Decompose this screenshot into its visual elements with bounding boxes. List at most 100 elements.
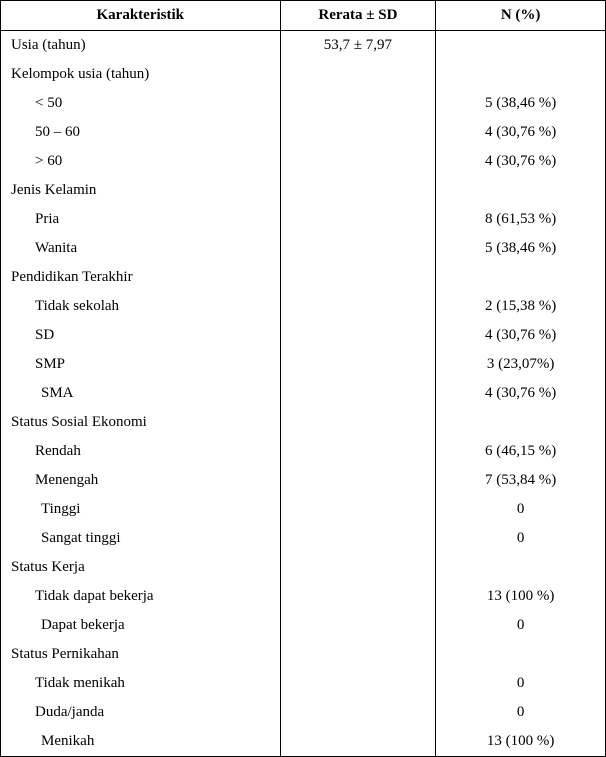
table-row: Tinggi0 — [1, 495, 606, 524]
cell-karakteristik: SMP — [1, 350, 281, 379]
cell-n-pct: 7 (53,84 %) — [436, 466, 606, 495]
cell-karakteristik: Usia (tahun) — [1, 31, 281, 61]
cell-n-pct — [436, 31, 606, 61]
cell-rerata-sd — [280, 727, 436, 757]
cell-karakteristik: Menikah — [1, 727, 281, 757]
cell-karakteristik: Tidak menikah — [1, 669, 281, 698]
cell-rerata-sd — [280, 408, 436, 437]
cell-rerata-sd — [280, 89, 436, 118]
cell-rerata-sd — [280, 553, 436, 582]
table-row: SMA 4 (30,76 %) — [1, 379, 606, 408]
cell-n-pct: 3 (23,07%) — [436, 350, 606, 379]
cell-rerata-sd — [280, 466, 436, 495]
table-header-row: Karakteristik Rerata ± SD N (%) — [1, 1, 606, 31]
cell-karakteristik: < 50 — [1, 89, 281, 118]
cell-karakteristik: Rendah — [1, 437, 281, 466]
cell-rerata-sd — [280, 234, 436, 263]
table-row: Duda/janda 0 — [1, 698, 606, 727]
table-body: Usia (tahun)53,7 ± 7,97Kelompok usia (ta… — [1, 31, 606, 757]
cell-karakteristik: Status Sosial Ekonomi — [1, 408, 281, 437]
cell-n-pct: 4 (30,76 %) — [436, 321, 606, 350]
table-row: Tidak dapat bekerja 13 (100 %) — [1, 582, 606, 611]
cell-karakteristik: Wanita — [1, 234, 281, 263]
table-row: 50 – 60 4 (30,76 %) — [1, 118, 606, 147]
cell-rerata-sd — [280, 350, 436, 379]
cell-rerata-sd — [280, 669, 436, 698]
header-n-pct: N (%) — [436, 1, 606, 31]
cell-rerata-sd — [280, 611, 436, 640]
cell-n-pct — [436, 263, 606, 292]
cell-n-pct: 8 (61,53 %) — [436, 205, 606, 234]
cell-rerata-sd: 53,7 ± 7,97 — [280, 31, 436, 61]
header-karakteristik: Karakteristik — [1, 1, 281, 31]
cell-karakteristik: Jenis Kelamin — [1, 176, 281, 205]
cell-karakteristik: Tidak dapat bekerja — [1, 582, 281, 611]
table-row: Tidak sekolah 2 (15,38 %) — [1, 292, 606, 321]
cell-karakteristik: Duda/janda — [1, 698, 281, 727]
cell-n-pct: 0 — [436, 611, 606, 640]
cell-n-pct: 5 (38,46 %) — [436, 89, 606, 118]
table-row: Wanita 5 (38,46 %) — [1, 234, 606, 263]
cell-n-pct — [436, 60, 606, 89]
table-row: Tidak menikah 0 — [1, 669, 606, 698]
cell-rerata-sd — [280, 205, 436, 234]
table-row: < 50 5 (38,46 %) — [1, 89, 606, 118]
table-row: Pria 8 (61,53 %) — [1, 205, 606, 234]
cell-karakteristik: Status Kerja — [1, 553, 281, 582]
table-row: Jenis Kelamin — [1, 176, 606, 205]
table-row: Pendidikan Terakhir — [1, 263, 606, 292]
cell-karakteristik: Tidak sekolah — [1, 292, 281, 321]
cell-rerata-sd — [280, 321, 436, 350]
cell-rerata-sd — [280, 495, 436, 524]
table-row: SD 4 (30,76 %) — [1, 321, 606, 350]
cell-n-pct: 0 — [436, 524, 606, 553]
cell-karakteristik: 50 – 60 — [1, 118, 281, 147]
cell-n-pct — [436, 408, 606, 437]
table-row: SMP 3 (23,07%) — [1, 350, 606, 379]
cell-karakteristik: Pria — [1, 205, 281, 234]
table-row: Dapat bekerja 0 — [1, 611, 606, 640]
table-row: Menikah 13 (100 %) — [1, 727, 606, 757]
cell-karakteristik: Sangat tinggi — [1, 524, 281, 553]
cell-n-pct: 0 — [436, 698, 606, 727]
cell-rerata-sd — [280, 640, 436, 669]
characteristics-table: Karakteristik Rerata ± SD N (%) Usia (ta… — [0, 0, 606, 757]
cell-n-pct: 6 (46,15 %) — [436, 437, 606, 466]
cell-rerata-sd — [280, 698, 436, 727]
cell-n-pct — [436, 176, 606, 205]
table-row: Menengah7 (53,84 %) — [1, 466, 606, 495]
cell-rerata-sd — [280, 292, 436, 321]
header-rerata-sd: Rerata ± SD — [280, 1, 436, 31]
cell-n-pct: 5 (38,46 %) — [436, 234, 606, 263]
cell-n-pct — [436, 640, 606, 669]
cell-rerata-sd — [280, 524, 436, 553]
cell-n-pct: 4 (30,76 %) — [436, 118, 606, 147]
table-row: > 60 4 (30,76 %) — [1, 147, 606, 176]
cell-karakteristik: SMA — [1, 379, 281, 408]
cell-rerata-sd — [280, 263, 436, 292]
table-row: Status Sosial Ekonomi — [1, 408, 606, 437]
cell-rerata-sd — [280, 582, 436, 611]
cell-n-pct: 4 (30,76 %) — [436, 379, 606, 408]
cell-karakteristik: SD — [1, 321, 281, 350]
cell-karakteristik: Dapat bekerja — [1, 611, 281, 640]
cell-karakteristik: > 60 — [1, 147, 281, 176]
table-row: Rendah 6 (46,15 %) — [1, 437, 606, 466]
table-row: Usia (tahun)53,7 ± 7,97 — [1, 31, 606, 61]
table-row: Sangat tinggi 0 — [1, 524, 606, 553]
cell-n-pct: 4 (30,76 %) — [436, 147, 606, 176]
cell-n-pct: 0 — [436, 669, 606, 698]
cell-rerata-sd — [280, 176, 436, 205]
cell-n-pct — [436, 553, 606, 582]
cell-karakteristik: Tinggi — [1, 495, 281, 524]
cell-n-pct: 13 (100 %) — [436, 727, 606, 757]
cell-rerata-sd — [280, 147, 436, 176]
cell-rerata-sd — [280, 379, 436, 408]
cell-karakteristik: Kelompok usia (tahun) — [1, 60, 281, 89]
cell-rerata-sd — [280, 118, 436, 147]
table-row: Status Kerja — [1, 553, 606, 582]
cell-n-pct: 2 (15,38 %) — [436, 292, 606, 321]
cell-n-pct: 13 (100 %) — [436, 582, 606, 611]
table-row: Kelompok usia (tahun) — [1, 60, 606, 89]
table-row: Status Pernikahan — [1, 640, 606, 669]
